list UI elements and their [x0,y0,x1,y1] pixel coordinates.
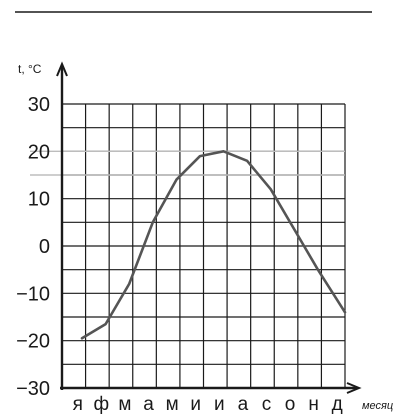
y-tick-label: −20 [16,331,50,353]
y-axis-arrow [56,61,68,77]
y-tick-label: 0 [39,236,50,258]
y-tick-label: 10 [28,189,50,211]
x-tick-label: н [308,394,319,415]
x-tick-label: с [262,394,272,415]
x-tick-label: а [143,394,154,415]
y-tick-label: −30 [16,378,50,400]
x-tick-label: м [166,394,179,415]
x-tick-label: ф [94,394,110,415]
y-tick-label: 20 [28,141,50,163]
y-tick-label: 30 [28,94,50,116]
highlight-lines [30,150,345,176]
x-tick-label: м [118,394,131,415]
x-axis-label: месяц [362,400,393,412]
y-axis-label: t, °C [18,62,42,76]
x-tick-label: а [238,394,249,415]
x-tick-label: о [285,394,296,415]
x-axis-arrow [346,382,362,394]
x-tick-label: д [332,394,343,415]
y-tick-labels: 30 20 10 0 −10 −20 −30 [16,94,50,400]
x-tick-label: я [73,394,83,415]
y-tick-label: −10 [16,283,50,305]
temperature-line [80,150,347,340]
axes [56,61,362,394]
x-tick-label: и [214,394,225,415]
x-tick-label: и [190,394,201,415]
